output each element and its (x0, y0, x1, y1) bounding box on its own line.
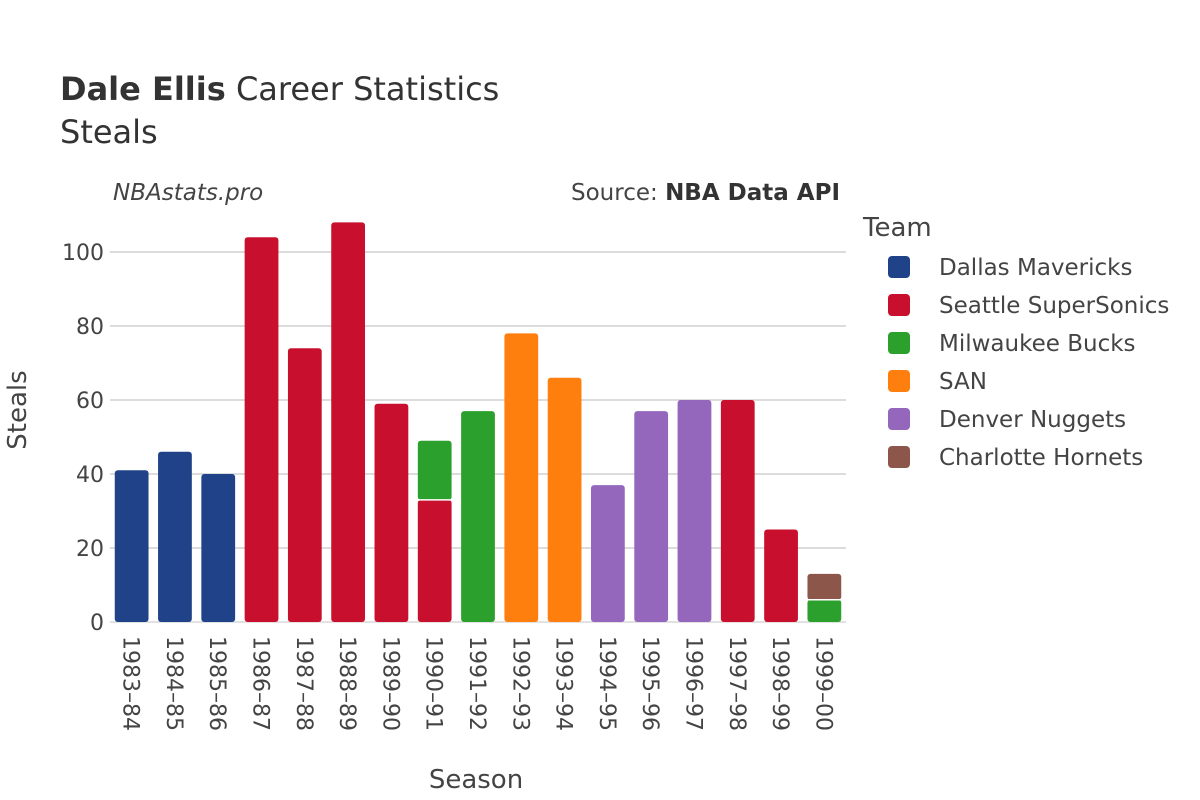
watermark: NBAstats.pro (113, 180, 263, 206)
y-tick-label: 80 (76, 315, 104, 340)
bar-dallas-mavericks-1984–85 (158, 451, 192, 622)
chart-subtitle: Steals (60, 113, 158, 151)
bar-san-1993–94 (547, 377, 582, 622)
x-tick-label: 1993–94 (551, 636, 576, 731)
bar-milwaukee-bucks-1999–00 (807, 599, 842, 622)
title-rest: Career Statistics (226, 70, 500, 108)
legend-label: Charlotte Hornets (939, 445, 1143, 471)
bars (114, 222, 842, 622)
legend-item[interactable]: Milwaukee Bucks (888, 331, 1136, 357)
player-name: Dale Ellis (60, 70, 226, 108)
source-label: Source: NBA Data API (571, 180, 840, 206)
x-tick-label: 1995–96 (637, 636, 662, 731)
y-axis-title: Steals (3, 370, 33, 449)
source-name: NBA Data API (665, 180, 840, 206)
x-tick-label: 1983–84 (118, 636, 143, 731)
legend-swatch (888, 446, 910, 468)
bar-seattle-supersonics-1986–87 (244, 237, 279, 622)
y-axis: 0 20 40 60 80 100 (62, 241, 104, 636)
legend-swatch (888, 370, 910, 392)
legend-item[interactable]: Charlotte Hornets (888, 445, 1143, 471)
y-tick-label: 100 (62, 241, 104, 266)
legend-swatch (888, 408, 910, 430)
bar-dallas-mavericks-1983–84 (114, 470, 149, 622)
x-tick-label: 1991–92 (464, 636, 489, 731)
legend-swatch (888, 332, 910, 354)
legend-swatch (888, 256, 910, 278)
legend-item[interactable]: SAN (888, 369, 987, 395)
bar-seattle-supersonics-1997–98 (720, 400, 755, 622)
legend-label: SAN (939, 369, 987, 395)
x-tick-label: 1989–90 (377, 636, 402, 731)
legend-label: Seattle SuperSonics (939, 293, 1169, 319)
x-tick-label: 1998–99 (767, 636, 792, 731)
legend-title: Team (862, 213, 932, 243)
bar-dallas-mavericks-1985–86 (201, 474, 236, 622)
legend-swatch (888, 294, 910, 316)
x-tick-label: 1999–00 (810, 636, 835, 731)
bar-seattle-supersonics-1998–99 (764, 529, 798, 622)
x-tick-label: 1985–86 (204, 636, 229, 731)
legend-item[interactable]: Denver Nuggets (888, 407, 1126, 433)
bar-charlotte-hornets-1999–00 (807, 573, 842, 600)
x-tick-label: 1987–88 (291, 636, 316, 731)
legend-item[interactable]: Dallas Mavericks (888, 255, 1132, 281)
legend-label: Dallas Mavericks (939, 255, 1132, 281)
bar-denver-nuggets-1995–96 (634, 411, 669, 622)
bar-seattle-supersonics-1987–88 (287, 348, 322, 622)
x-tick-label: 1988–89 (334, 636, 359, 731)
x-tick-label: 1994–95 (594, 636, 619, 731)
y-tick-label: 60 (76, 389, 104, 414)
y-tick-label: 20 (76, 537, 104, 562)
bar-denver-nuggets-1996–97 (677, 400, 712, 622)
source-prefix: Source: (571, 180, 665, 206)
legend: Team Dallas Mavericks Seattle SuperSonics… (862, 213, 1169, 471)
x-tick-label: 1984–85 (161, 636, 186, 731)
y-tick-label: 40 (76, 463, 104, 488)
bar-denver-nuggets-1994–95 (590, 485, 625, 622)
x-tick-label: 1996–97 (680, 636, 705, 731)
bar-seattle-supersonics-1989–90 (374, 403, 409, 622)
x-tick-label: 1997–98 (724, 636, 749, 731)
bar-milwaukee-bucks-1991–92 (461, 411, 495, 622)
bar-milwaukee-bucks-1990–91 (417, 440, 452, 500)
x-tick-label: 1986–87 (248, 636, 273, 731)
bar-seattle-supersonics-1988–89 (331, 222, 366, 622)
legend-item[interactable]: Seattle SuperSonics (888, 293, 1169, 319)
y-tick-label: 0 (90, 611, 104, 636)
legend-label: Denver Nuggets (939, 407, 1126, 433)
x-axis: 1983–84 1984–85 1985–86 1986–87 1987–88 1988–… (118, 636, 836, 731)
x-tick-label: 1992–93 (507, 636, 532, 731)
chart-title: Dale Ellis Career Statistics (60, 70, 499, 108)
x-tick-label: 1990–91 (421, 636, 446, 731)
legend-label: Milwaukee Bucks (939, 331, 1136, 357)
x-axis-title: Season (429, 765, 523, 795)
bar-san-1992–93 (504, 333, 539, 622)
bar-seattle-supersonics-1990–91 (417, 499, 452, 622)
